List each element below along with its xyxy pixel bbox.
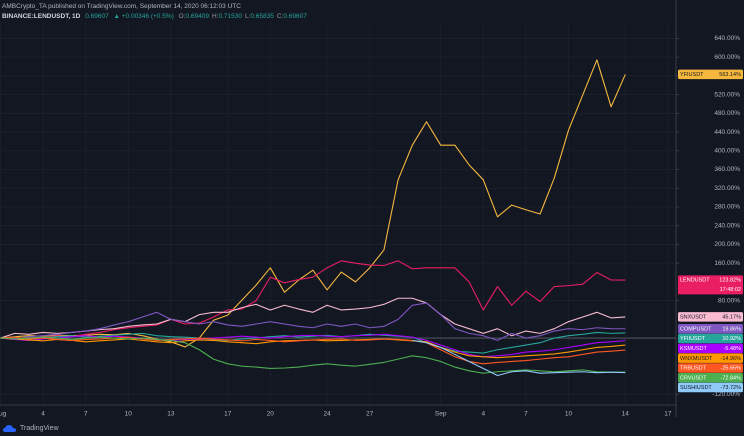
series-name: COMPUSDT bbox=[680, 326, 712, 332]
bar-countdown: 17:48:02 bbox=[720, 287, 741, 293]
ohlc-value: 0.65835 bbox=[250, 13, 274, 20]
y-tick-label: 640.00% bbox=[714, 35, 740, 42]
ohlc-key: O: bbox=[178, 13, 186, 20]
x-tick-label: 27 bbox=[366, 411, 374, 418]
series-value-label: 563.14% bbox=[719, 72, 741, 78]
price-label bbox=[678, 275, 743, 295]
ohlc-value: 0.71530 bbox=[218, 13, 242, 20]
price-label bbox=[678, 324, 743, 334]
series-value-label: -73.72% bbox=[721, 385, 742, 391]
price-label bbox=[678, 69, 743, 80]
series-name: CRVUSDT bbox=[680, 375, 707, 381]
series-line bbox=[0, 302, 626, 341]
x-tick-label: 10 bbox=[125, 411, 133, 418]
series-value-label: -5.48% bbox=[724, 346, 742, 352]
symbol: BINANCE:LENDUSDT, 1D bbox=[2, 13, 81, 20]
series-name: TRBUSDT bbox=[680, 366, 707, 372]
y-tick-label: 280.00% bbox=[714, 204, 740, 211]
series-line bbox=[0, 331, 626, 354]
y-tick-label: -120.00% bbox=[712, 391, 740, 398]
price-label bbox=[678, 343, 743, 354]
x-tick-label: 4 bbox=[41, 411, 45, 418]
series-name: YFIIUSDT bbox=[680, 336, 706, 342]
y-tick-label: 440.00% bbox=[714, 129, 740, 136]
x-tick-label: Aug bbox=[0, 411, 7, 418]
series-line bbox=[0, 260, 626, 341]
series-name: SNXUSDT bbox=[680, 315, 707, 321]
series-value-label: 45.17% bbox=[722, 315, 741, 321]
ohlc-value: 0.69607 bbox=[283, 13, 307, 20]
x-tick-label: 7 bbox=[524, 411, 528, 418]
series-line bbox=[0, 336, 626, 365]
y-tick-label: 520.00% bbox=[714, 91, 740, 98]
series-value-label: 19.86% bbox=[722, 326, 741, 332]
y-tick-label: 160.00% bbox=[714, 260, 740, 267]
y-tick-label: 480.00% bbox=[714, 110, 740, 117]
price-label bbox=[678, 373, 743, 383]
publish-text: AMBCrypto_TA published on TradingView.co… bbox=[2, 3, 241, 10]
footer-brand: TradingView bbox=[20, 425, 59, 432]
x-tick-label: 17 bbox=[664, 411, 672, 418]
series-line bbox=[0, 59, 626, 348]
price-label bbox=[678, 363, 743, 373]
y-tick-label: 600.00% bbox=[714, 54, 740, 61]
price-label bbox=[678, 333, 743, 344]
series-value-label: -14.96% bbox=[721, 356, 742, 362]
x-tick-label: 10 bbox=[565, 411, 573, 418]
y-tick-label: 400.00% bbox=[714, 148, 740, 155]
series-name: YFIUSDT bbox=[680, 72, 704, 78]
x-tick-label: 14 bbox=[622, 411, 630, 418]
y-tick-label: 360.00% bbox=[714, 166, 740, 173]
x-tick-label: 4 bbox=[481, 411, 485, 418]
x-tick-label: 7 bbox=[84, 411, 88, 418]
footer: TradingView bbox=[3, 424, 59, 433]
ohlc: O:0.69409 H:0.71530 L:0.65835 C:0.69607 bbox=[179, 13, 310, 20]
y-tick-label: 200.00% bbox=[714, 241, 740, 248]
series-name: KSMUSDT bbox=[680, 346, 708, 352]
y-tick-label: 320.00% bbox=[714, 185, 740, 192]
x-tick-label: Sep bbox=[435, 411, 447, 418]
ohlc-key: H: bbox=[211, 13, 219, 20]
quote-line: BINANCE:LENDUSDT, 1D 0.69607 ▲ +0.00346 … bbox=[2, 13, 313, 20]
ohlc-value: 0.69409 bbox=[185, 13, 209, 20]
change: ▲ +0.00346 (+0.5%) bbox=[113, 13, 174, 20]
price-label bbox=[678, 312, 743, 322]
series-name: SUSHIUSDT bbox=[680, 385, 712, 391]
series-line bbox=[0, 337, 626, 359]
ohlc-key: C: bbox=[276, 13, 284, 20]
series-value-label: -25.65% bbox=[721, 366, 742, 372]
series-line bbox=[0, 333, 626, 358]
ohlc-key: L: bbox=[244, 13, 251, 20]
price-label bbox=[678, 353, 743, 363]
x-tick-label: 13 bbox=[167, 411, 175, 418]
series-line bbox=[0, 297, 626, 339]
x-tick-label: 20 bbox=[267, 411, 275, 418]
series-name: WNXMUSDT bbox=[680, 356, 713, 362]
series-line bbox=[412, 339, 626, 377]
series-value-label: -72.84% bbox=[721, 375, 742, 381]
series-line bbox=[0, 336, 626, 374]
price-label bbox=[678, 382, 743, 393]
y-tick-label: 240.00% bbox=[714, 222, 740, 229]
series-value-label: 10.92% bbox=[722, 336, 741, 342]
last-price: 0.69607 bbox=[85, 13, 109, 20]
y-tick-label: 80.00% bbox=[718, 297, 740, 304]
publish-info: AMBCrypto_TA published on TradingView.co… bbox=[2, 3, 244, 10]
x-tick-label: 24 bbox=[323, 411, 331, 418]
x-tick-label: 17 bbox=[224, 411, 232, 418]
series-value-label: 123.82% bbox=[719, 278, 741, 284]
logo-icon bbox=[3, 425, 16, 432]
series-name: LENDUSDT bbox=[680, 278, 710, 284]
